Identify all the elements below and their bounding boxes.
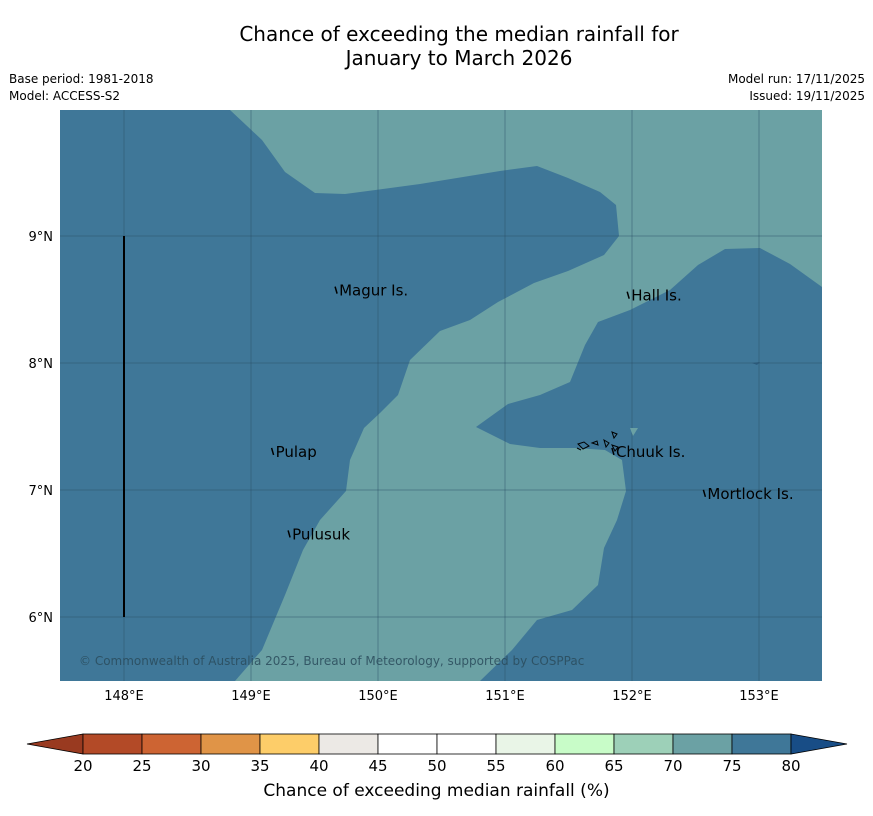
colorbar-segment <box>672 733 733 755</box>
model-run: Model run: 17/11/2025 <box>727 72 865 86</box>
title-line-2: January to March 2026 <box>345 46 573 70</box>
longitude-ticks: 148°E 149°E 150°E 151°E 152°E 153°E <box>104 689 779 704</box>
island-marker <box>287 530 291 538</box>
colorbar-segment <box>200 733 261 755</box>
colorbar-label: Chance of exceeding median rainfall (%) <box>263 781 610 801</box>
colorbar-tick-label: 55 <box>486 757 505 775</box>
high-chance-region-east <box>476 248 822 681</box>
colorbar-tick-label: 80 <box>781 757 800 775</box>
lon-tick-label: 152°E <box>612 689 652 704</box>
lon-tick-label: 148°E <box>104 689 144 704</box>
colorbar-tick-label: 35 <box>250 757 269 775</box>
lon-tick-label: 153°E <box>739 689 779 704</box>
island-marker <box>626 291 630 299</box>
colorbar: 20 25 30 35 40 45 50 55 60 65 70 75 80 <box>26 733 848 775</box>
colorbar-segment <box>495 733 556 755</box>
colorbar-tick-label: 60 <box>545 757 564 775</box>
colorbar-tick-label: 75 <box>722 757 741 775</box>
island-marker <box>611 447 615 456</box>
place-label: Hall Is. <box>631 287 682 305</box>
place-label: Pulap <box>276 443 317 461</box>
colorbar-over-arrow <box>790 733 848 755</box>
place-label: Chuuk Is. <box>616 443 685 461</box>
island-marker <box>702 489 707 498</box>
colorbar-tick-label: 70 <box>663 757 682 775</box>
colorbar-tick-label: 20 <box>73 757 92 775</box>
lon-tick-label: 150°E <box>358 689 398 704</box>
issued-date: Issued: 19/11/2025 <box>749 89 865 103</box>
graticule <box>60 110 822 681</box>
map-title: Chance of exceeding the median rainfall … <box>0 22 873 70</box>
place-label: Pulusuk <box>292 525 350 543</box>
lon-tick-label: 151°E <box>485 689 525 704</box>
lat-tick-label: 7°N <box>29 484 54 499</box>
model-name: Model: ACCESS-S2 <box>9 89 121 103</box>
colorbar-segment <box>377 733 438 755</box>
base-period: Base period: 1981-2018 <box>9 72 154 86</box>
colorbar-segment <box>141 733 202 755</box>
high-chance-region-west <box>60 110 619 681</box>
island-marker <box>270 447 275 456</box>
lat-tick-label: 6°N <box>29 611 54 626</box>
island-marker <box>334 286 338 294</box>
colorbar-segment <box>318 733 379 755</box>
copyright-note: © Commonwealth of Australia 2025, Bureau… <box>79 654 584 668</box>
place-labels: Magur Is. Hall Is. Pulap Chuuk Is. Mortlock … <box>270 282 794 543</box>
light-speck <box>630 428 638 436</box>
colorbar-segment <box>259 733 320 755</box>
colorbar-tick-label: 65 <box>604 757 623 775</box>
place-label: Mortlock Is. <box>707 485 793 503</box>
colorbar-tick-label: 50 <box>427 757 446 775</box>
place-label: Magur Is. <box>339 282 408 300</box>
title-line-1: Chance of exceeding the median rainfall … <box>239 22 679 46</box>
small-speck <box>752 362 760 365</box>
meta-right: Model run: 17/11/2025 Issued: 19/11/2025 <box>728 71 865 105</box>
colorbar-tick-label: 30 <box>191 757 210 775</box>
chuuk-islands <box>576 431 619 452</box>
colorbar-segment <box>613 733 674 755</box>
lat-tick-label: 8°N <box>29 357 54 372</box>
colorbar-tick-label: 45 <box>368 757 387 775</box>
colorbar-tick-label: 40 <box>309 757 328 775</box>
colorbar-segment <box>82 733 143 755</box>
colorbar-segment <box>731 733 792 755</box>
colorbar-segment <box>436 733 497 755</box>
latitude-ticks: 9°N 8°N 7°N 6°N <box>29 230 54 626</box>
lon-tick-label: 149°E <box>231 689 271 704</box>
colorbar-segment <box>554 733 615 755</box>
colorbar-under-arrow <box>26 733 84 755</box>
lat-tick-label: 9°N <box>29 230 54 245</box>
colorbar-tick-label: 25 <box>132 757 151 775</box>
meta-left: Base period: 1981-2018 Model: ACCESS-S2 <box>9 71 154 105</box>
